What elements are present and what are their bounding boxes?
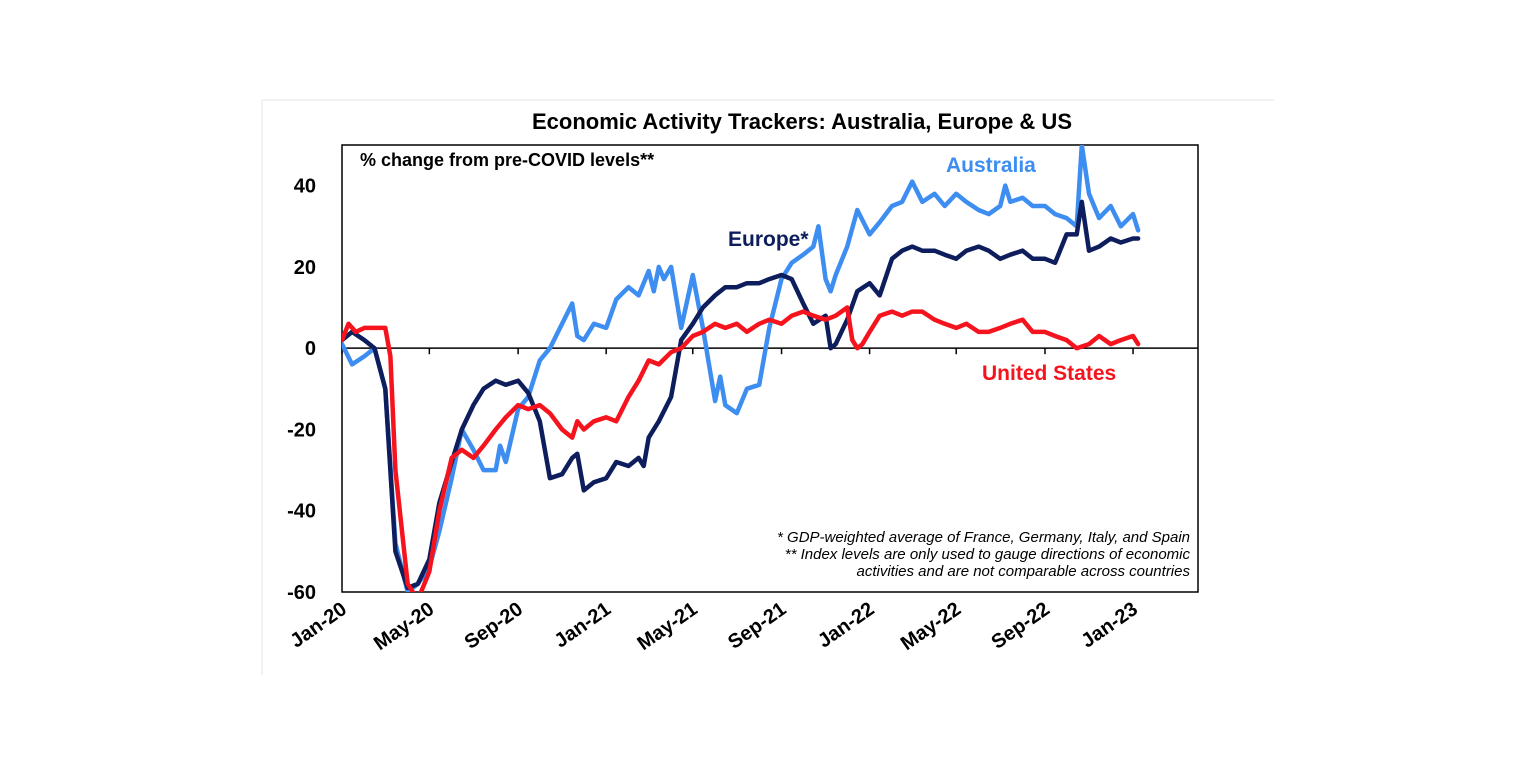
x-tick-label: Sep-20 — [461, 598, 527, 654]
series-line-australia — [342, 145, 1141, 592]
y-tick-label: 0 — [305, 338, 316, 360]
x-tick-label: Jan-20 — [286, 598, 351, 652]
chart-title: Economic Activity Trackers: Australia, E… — [532, 109, 1072, 134]
x-tick-label: Jan-21 — [550, 598, 615, 652]
y-tick-label: 40 — [294, 176, 316, 198]
series-label-europe: Europe* — [728, 228, 809, 251]
x-tick-label: Sep-21 — [724, 598, 790, 654]
footnote-2: ** Index levels are only used to gauge d… — [785, 546, 1191, 563]
x-tick-label: Jan-23 — [1077, 598, 1142, 652]
y-tick-label: -20 — [287, 419, 316, 441]
y-axis: 40 20 0 -20 -40 -60 — [287, 176, 316, 604]
series-line-united-states — [342, 305, 1141, 592]
footnote-3: activities and are not comparable across… — [856, 563, 1190, 580]
series-line-europe — [342, 199, 1141, 591]
series-label-australia: Australia — [946, 154, 1036, 177]
x-tick-label: May-21 — [633, 598, 701, 655]
series-lines — [342, 145, 1141, 592]
x-tick-label: Jan-22 — [814, 598, 879, 652]
y-tick-label: -40 — [287, 501, 316, 523]
footnote-1: * GDP-weighted average of France, German… — [777, 529, 1190, 546]
x-tick-label: May-20 — [370, 598, 438, 655]
series-label-united-states: United States — [982, 362, 1116, 385]
x-tick-label: May-22 — [897, 598, 965, 655]
x-tick-label: Sep-22 — [988, 598, 1054, 654]
y-tick-label: -60 — [287, 582, 316, 604]
x-axis: Jan-20 May-20 Sep-20 Jan-21 May-21 Sep-21 Jan-… — [286, 347, 1198, 655]
plot-area-frame — [341, 144, 1199, 593]
chart-subtitle: % change from pre-COVID levels** — [360, 150, 654, 170]
y-tick-label: 20 — [294, 257, 316, 279]
